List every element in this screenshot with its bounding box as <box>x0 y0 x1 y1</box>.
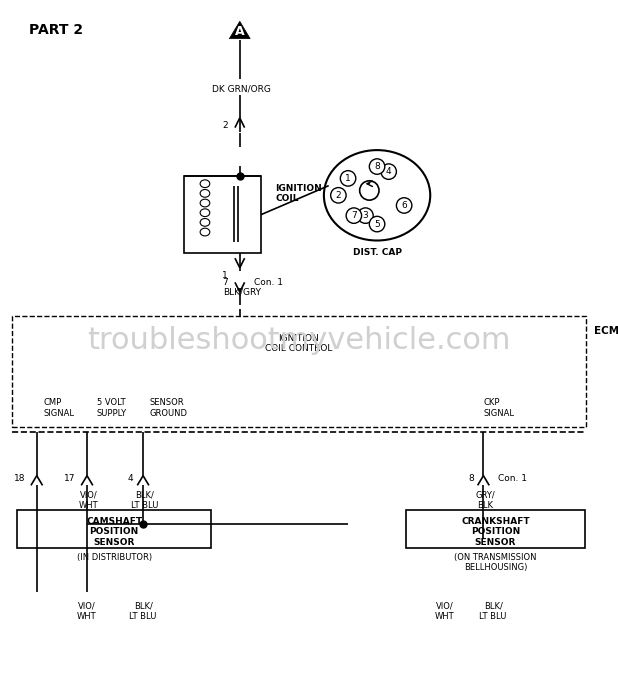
Circle shape <box>346 208 362 223</box>
Text: (IN DISTRIBUTOR): (IN DISTRIBUTOR) <box>77 554 151 562</box>
Text: DK GRN/ORG: DK GRN/ORG <box>212 85 271 94</box>
Bar <box>406 510 585 548</box>
Text: CRANKSHAFT: CRANKSHAFT <box>461 517 530 526</box>
Text: 8: 8 <box>374 162 380 171</box>
Text: ECM: ECM <box>594 326 618 336</box>
Bar <box>184 176 261 253</box>
Text: IGNITION
COIL: IGNITION COIL <box>276 183 323 203</box>
Text: 1: 1 <box>345 174 351 183</box>
Text: 2: 2 <box>336 191 341 200</box>
Text: 4: 4 <box>386 167 391 176</box>
Circle shape <box>396 197 412 214</box>
Bar <box>17 510 211 548</box>
Text: 5: 5 <box>374 220 380 229</box>
Text: 8: 8 <box>468 474 474 483</box>
Text: POSITION: POSITION <box>471 527 520 536</box>
Text: BLK/
LT BLU: BLK/ LT BLU <box>129 601 157 621</box>
Text: BELLHOUSING): BELLHOUSING) <box>464 563 527 572</box>
Text: POSITION: POSITION <box>90 527 138 536</box>
Text: A: A <box>235 25 245 38</box>
Text: 6: 6 <box>401 201 407 210</box>
Circle shape <box>381 164 396 179</box>
Text: CKP
SIGNAL: CKP SIGNAL <box>483 398 514 418</box>
Text: DIST. CAP: DIST. CAP <box>352 248 402 257</box>
Text: troubleshootmyvehicle.com: troubleshootmyvehicle.com <box>87 326 510 355</box>
Text: BLK/GRY: BLK/GRY <box>222 288 261 297</box>
Bar <box>12 316 586 427</box>
Circle shape <box>341 171 356 186</box>
Text: BLK/
LT BLU: BLK/ LT BLU <box>132 490 159 510</box>
Text: 18: 18 <box>14 474 25 483</box>
Text: 4: 4 <box>128 474 133 483</box>
Text: GRY/
BLK: GRY/ BLK <box>475 490 495 510</box>
Polygon shape <box>229 21 250 38</box>
Text: PART 2: PART 2 <box>29 23 83 37</box>
Text: Con. 1: Con. 1 <box>498 474 527 483</box>
Text: 5 VOLT
SUPPLY: 5 VOLT SUPPLY <box>96 398 127 418</box>
Text: (ON TRANSMISSION: (ON TRANSMISSION <box>454 554 537 562</box>
Text: CMP
SIGNAL: CMP SIGNAL <box>43 398 75 418</box>
Text: 7: 7 <box>222 278 228 287</box>
Text: VIO/
WHT: VIO/ WHT <box>435 601 455 621</box>
Text: 7: 7 <box>351 211 357 220</box>
Text: VIO/
WHT: VIO/ WHT <box>79 490 99 510</box>
Text: SENSOR: SENSOR <box>475 538 516 547</box>
Text: CAMSHAFT: CAMSHAFT <box>86 517 142 526</box>
Text: 17: 17 <box>64 474 75 483</box>
Text: Con. 1: Con. 1 <box>254 278 283 287</box>
Text: 3: 3 <box>363 211 368 220</box>
Text: SENSOR: SENSOR <box>93 538 135 547</box>
Circle shape <box>370 216 385 232</box>
Text: 1: 1 <box>222 271 228 280</box>
Circle shape <box>370 159 385 174</box>
Text: VIO/
WHT: VIO/ WHT <box>77 601 97 621</box>
Text: IGNITION
COIL CONTROL: IGNITION COIL CONTROL <box>265 333 332 353</box>
Text: SENSOR
GROUND: SENSOR GROUND <box>150 398 188 418</box>
Text: BLK/
LT BLU: BLK/ LT BLU <box>480 601 507 621</box>
Circle shape <box>358 208 373 223</box>
Circle shape <box>331 188 346 203</box>
Text: 2: 2 <box>222 121 228 130</box>
